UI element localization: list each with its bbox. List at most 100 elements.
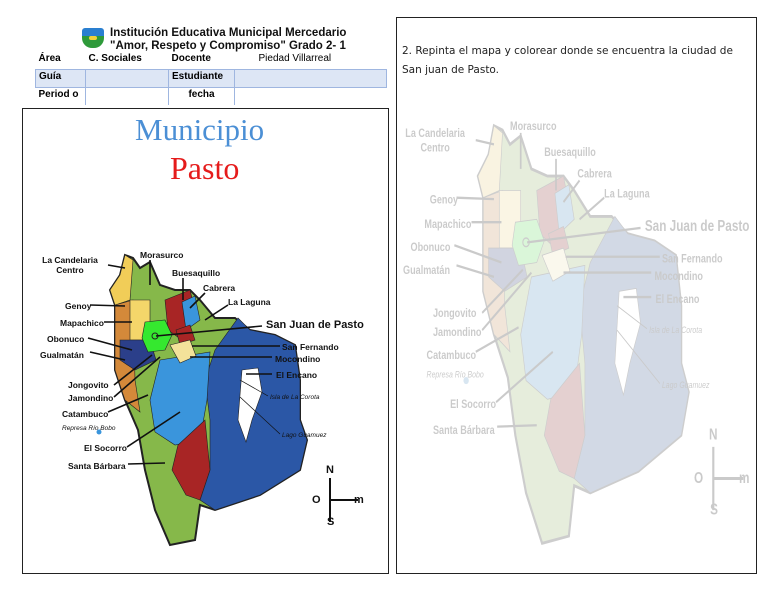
leader-line-guamuez — [239, 396, 281, 435]
map-label-cabrera: Cabrera — [577, 166, 612, 181]
teacher-value: Piedad Villarreal — [258, 53, 332, 64]
region-el-socorro[interactable] — [543, 362, 586, 480]
map-label-jongovito: Jongovito — [432, 305, 477, 321]
map-label-bobo: Represa Río Bobo — [62, 425, 116, 432]
student-field[interactable] — [234, 69, 387, 88]
map-label-barbara: Santa Bárbara — [432, 422, 495, 437]
period-label: Period o — [35, 87, 86, 105]
map-label-buesaquillo: Buesaquillo — [544, 144, 596, 159]
map-label-cabrera: Cabrera — [203, 283, 236, 293]
leader-line-obonuco — [454, 244, 502, 264]
map-label-sanjuan: San Juan de Pasto — [266, 319, 364, 331]
map-label-jamondino: Jamondino — [432, 324, 482, 339]
map-label-jamondino: Jamondino — [68, 393, 114, 403]
map-label-genoy: Genoy — [65, 301, 92, 311]
map-label-bobo: Represa Río Bobo — [426, 370, 484, 381]
leader-line-sanjuan — [155, 325, 263, 337]
leader-line-sanjuan — [527, 226, 641, 244]
map-label-mocondino: Mocondino — [275, 354, 321, 364]
map-label-jongovito: Jongovito — [68, 380, 109, 390]
region-candelaria — [109, 254, 134, 306]
map-label-sanfernando: San Fernando — [282, 342, 339, 352]
info-table: Área C. Sociales Docente Piedad Villarre… — [35, 52, 387, 105]
leader-line-genoy — [89, 304, 126, 307]
region-cabrera — [181, 295, 201, 331]
leader-line-corota — [616, 305, 648, 330]
map-label-corota: Isla de La Corota — [270, 394, 320, 401]
city-marker — [522, 237, 530, 248]
leader-line-socorro — [126, 411, 181, 448]
map-label-morasurco: Morasurco — [140, 250, 184, 260]
title-pasto: Pasto — [170, 150, 240, 186]
region-lake[interactable] — [614, 287, 641, 397]
leader-line-cabrera — [189, 292, 206, 309]
school-motto: "Amor, Respeto y Compromiso" Grado 2- 1 — [110, 40, 346, 52]
region-lake — [237, 367, 263, 443]
school-logo — [82, 28, 104, 48]
map-label-candelaria: La Candelaria Centro — [42, 255, 98, 275]
region-el-socorro — [171, 419, 211, 501]
leader-line-socorro — [495, 350, 554, 404]
leader-line-obonuco — [87, 337, 133, 351]
map-shapes — [454, 123, 744, 545]
leader-line-laguna — [204, 304, 229, 321]
map-label-candelaria: La Candelaria Centro — [405, 125, 465, 155]
map-label-socorro: El Socorro — [450, 396, 497, 411]
map-label-laguna: La Laguna — [604, 186, 650, 201]
map-label-encano: El Encano — [655, 291, 700, 306]
map-label-guamuez: Lago Guamuez — [661, 380, 710, 391]
leader-line-laguna — [579, 196, 605, 221]
map-label-mapachico: Mapachico — [424, 216, 472, 231]
leader-line-candelaria — [475, 138, 495, 146]
teacher-label: Docente — [171, 53, 211, 64]
leader-line-guamuez — [616, 329, 661, 384]
map-label-corota: Isla de La Corota — [649, 325, 703, 336]
map-label-buesaquillo: Buesaquillo — [172, 268, 221, 278]
compass-o: O — [694, 469, 704, 488]
region-mocondino — [169, 339, 197, 364]
map-label-barbara: Santa Bárbara — [68, 461, 126, 471]
reservoir-dot — [463, 376, 469, 385]
region-cabrera[interactable] — [554, 184, 575, 235]
compass-n: N — [709, 426, 718, 444]
leader-line-jongovito — [113, 354, 153, 386]
leader-line-catambuco — [475, 326, 519, 353]
map-label-gualmatan: Gualmatán — [40, 350, 84, 360]
map-label-obonuco: Obonuco — [47, 334, 85, 344]
leader-line-gualmatan — [89, 351, 126, 361]
map-label-mocondino: Mocondino — [654, 268, 703, 283]
compass-s: S — [327, 516, 335, 528]
map-label-socorro: El Socorro — [84, 443, 127, 453]
region-san-fernando[interactable] — [548, 225, 570, 256]
guide-label: Guía — [35, 69, 86, 88]
leader-line-jamondino — [481, 271, 532, 332]
map-label-obonuco: Obonuco — [410, 239, 451, 254]
map-label-encano: El Encano — [276, 370, 318, 380]
compass-n: N — [326, 464, 334, 476]
map-label-sanjuan: San Juan de Pasto — [644, 217, 750, 236]
municipality-map-to-color[interactable]: La Candelaria Centro Morasurco Buesaquillo… — [360, 0, 768, 614]
map-label-sanfernando: San Fernando — [661, 250, 723, 266]
area-value: C. Sociales — [88, 53, 142, 64]
map-label-catambuco: Catambuco — [426, 347, 477, 362]
region-san-juan[interactable] — [511, 218, 545, 266]
region-candelaria[interactable] — [477, 125, 503, 199]
map-label-guamuez: Lago Guamuez — [282, 432, 327, 439]
period-field[interactable] — [85, 87, 169, 105]
leader-line-corota — [239, 379, 269, 397]
map-label-catambuco: Catambuco — [62, 409, 109, 419]
leader-line-gualmatan — [456, 264, 495, 279]
leader-line-cabrera — [562, 179, 581, 203]
map-shapes — [87, 253, 358, 547]
student-label: Estudiante — [168, 69, 235, 88]
region-mocondino[interactable] — [541, 247, 571, 282]
reservoir-dot — [96, 429, 102, 435]
municipality-map-colored: La Candelaria Centro Morasurco Buesaquillo… — [40, 250, 364, 547]
map-label-laguna: La Laguna — [228, 297, 271, 307]
area-label: Área — [38, 53, 61, 64]
leader-line-candelaria — [107, 264, 126, 269]
region-el-encano[interactable] — [573, 215, 690, 494]
leader-line-catambuco — [107, 394, 149, 413]
map-label-morasurco: Morasurco — [510, 118, 557, 133]
compass-e: m — [354, 494, 364, 506]
